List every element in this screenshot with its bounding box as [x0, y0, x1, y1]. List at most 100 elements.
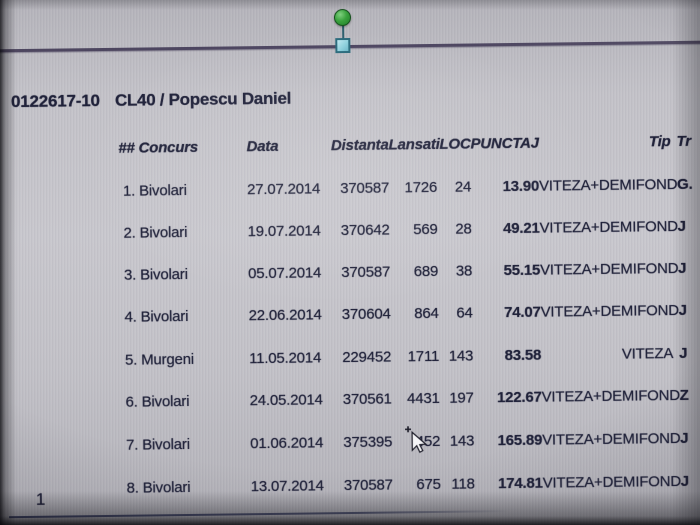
- cell-distanta: 370587: [340, 179, 390, 198]
- cell-extra: G.: [676, 175, 693, 193]
- cell-distanta: 370587: [343, 476, 393, 495]
- mouse-cursor-icon: [405, 426, 428, 453]
- cell-data: 22.06.2014: [248, 306, 322, 325]
- cell-distanta: 229452: [342, 348, 392, 367]
- col-header-distanta: Distanta: [330, 136, 389, 155]
- cell-lansati: 1711: [407, 347, 440, 366]
- cell-tip: VITEZA+DEMIFOND: [538, 175, 678, 195]
- cell-loc: 143: [448, 347, 474, 365]
- cell-num: 8.: [126, 479, 139, 497]
- cell-num: 6.: [125, 393, 138, 411]
- cell-data: 01.06.2014: [250, 434, 324, 453]
- cell-extra: J: [677, 217, 686, 235]
- cell-tip: VITEZA+DEMIFOND: [540, 301, 679, 321]
- cell-punctaj: 74.07: [503, 303, 541, 322]
- table-row: 7. Bivolari 01.06.2014 375395 452 143 16…: [2, 430, 700, 461]
- cell-data: 19.07.2014: [247, 222, 321, 241]
- cell-punctaj: 122.67: [496, 388, 542, 407]
- cell-concurs: Bivolari: [140, 307, 189, 326]
- cell-lansati: 689: [413, 262, 439, 281]
- cell-punctaj: 83.58: [504, 346, 542, 365]
- col-header-lansati: Lansati: [388, 135, 440, 154]
- cell-num: 4.: [124, 308, 137, 326]
- cell-concurs: Murgeni: [141, 350, 195, 369]
- table-row: 8. Bivolari 13.07.2014 370587 675 118 17…: [3, 473, 700, 504]
- cell-extra: J: [678, 301, 687, 319]
- report-title: CL40 / Popescu Daniel: [114, 88, 292, 110]
- cell-num: 7.: [125, 436, 139, 454]
- cell-data: 13.07.2014: [250, 477, 324, 496]
- cell-concurs: Bivolari: [141, 392, 190, 411]
- cell-data: 27.07.2014: [246, 180, 321, 199]
- cell-loc: 143: [449, 432, 475, 450]
- cell-lansati: 569: [413, 220, 438, 239]
- cell-lansati: 864: [414, 304, 439, 323]
- cell-tip: VITEZA+DEMIFOND: [542, 472, 682, 492]
- cell-concurs: Bivolari: [142, 478, 191, 497]
- col-header-concurs: Concurs: [138, 138, 199, 157]
- table-row: 4. Bivolari 22.06.2014 370604 864 64 74.…: [1, 302, 700, 333]
- cell-punctaj: 49.21: [502, 219, 540, 238]
- cell-distanta: 370642: [340, 221, 390, 240]
- cell-data: 24.05.2014: [249, 391, 323, 410]
- cell-extra: J: [679, 344, 688, 362]
- cell-distanta: 375395: [343, 433, 393, 452]
- cell-tip: VITEZA+DEMIFOND: [540, 259, 679, 279]
- cell-concurs: Bivolari: [139, 181, 187, 200]
- col-header-punctaj: PUNCTAJ: [470, 134, 539, 153]
- cell-punctaj: 174.81: [497, 474, 543, 493]
- cell-distanta: 370604: [341, 305, 391, 324]
- table-row: 3. Bivolari 05.07.2014 370587 689 38 55.…: [0, 260, 700, 291]
- cell-distanta: 370561: [342, 390, 392, 409]
- cell-tip: VITEZA: [621, 345, 674, 363]
- cell-tip: VITEZA+DEMIFOND: [542, 429, 681, 449]
- cell-extra: J: [680, 429, 689, 447]
- cell-punctaj: 13.90: [502, 177, 540, 196]
- pin-grip-square[interactable]: [335, 37, 351, 54]
- cell-punctaj: 55.15: [503, 261, 541, 280]
- col-header-data: Data: [246, 137, 279, 156]
- cell-data: 11.05.2014: [249, 349, 322, 368]
- col-header-extra: Tr: [676, 132, 691, 151]
- cell-loc: 28: [455, 220, 472, 238]
- cell-tip: VITEZA+DEMIFOND: [541, 386, 681, 406]
- cell-num: 3.: [123, 266, 137, 284]
- cell-num: 5.: [124, 351, 138, 369]
- cell-concurs: Bivolari: [142, 435, 190, 454]
- cell-loc: 197: [449, 389, 474, 407]
- cell-punctaj: 165.89: [497, 431, 543, 450]
- cell-num: 2.: [123, 224, 136, 242]
- cell-distanta: 370587: [341, 263, 391, 282]
- cell-lansati: 1726: [404, 178, 438, 197]
- col-header-tip: Tip: [648, 133, 671, 151]
- col-header-loc: LOC: [439, 135, 471, 153]
- table-header-row: ## Concurs Data Distanta Lansati LOC PUN…: [0, 133, 699, 164]
- cell-loc: 118: [451, 475, 475, 493]
- page-number: 1: [35, 489, 46, 509]
- cell-loc: 64: [456, 304, 473, 322]
- cell-concurs: Bivolari: [140, 265, 188, 284]
- table-row: 6. Bivolari 24.05.2014 370561 4431 197 1…: [2, 387, 700, 418]
- cell-extra: J: [680, 472, 689, 490]
- cell-tip: VITEZA+DEMIFOND: [539, 217, 678, 237]
- col-header-num: ##: [118, 139, 135, 157]
- cell-concurs: Bivolari: [139, 223, 188, 242]
- pin-marker-handle[interactable]: [328, 6, 359, 54]
- cell-lansati: 675: [416, 475, 441, 494]
- table-row: 2. Bivolari 19.07.2014 370642 569 28 49.…: [0, 218, 700, 249]
- cell-extra: J: [677, 259, 687, 277]
- cell-loc: 38: [455, 262, 473, 280]
- cell-data: 05.07.2014: [248, 264, 322, 283]
- table-row: 5. Murgeni 11.05.2014 229452 1711 143 83…: [1, 345, 700, 376]
- cell-extra: Z: [679, 386, 689, 404]
- cell-lansati: 4431: [406, 389, 440, 408]
- table-row: 1. Bivolari 27.07.2014 370587 1726 24 13…: [0, 176, 699, 207]
- pin-head-icon[interactable]: [333, 8, 352, 27]
- report-id-line: 0122617-10 CL40 / Popescu Daniel: [0, 84, 698, 115]
- cell-loc: 24: [454, 178, 472, 196]
- report-id: 0122617-10: [10, 91, 100, 112]
- bottom-edge-line: [9, 510, 510, 519]
- cell-num: 1.: [122, 182, 136, 200]
